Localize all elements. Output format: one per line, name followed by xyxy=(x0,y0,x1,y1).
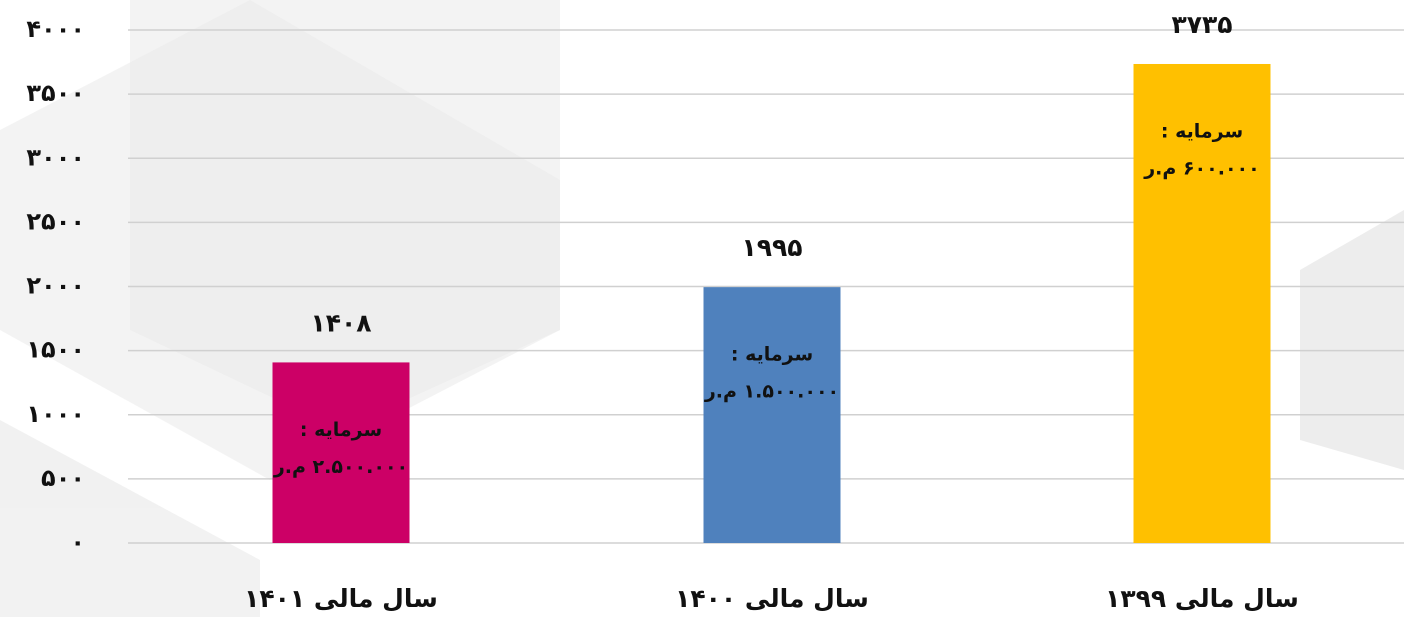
bar-note: ۲.۵۰۰.۰۰۰ م.ر xyxy=(273,456,408,478)
bar-note: سرمایه : xyxy=(300,419,382,441)
value-label: ۳۷۳۵ xyxy=(1171,10,1232,39)
bar-note: ۶۰۰.۰۰۰ م.ر xyxy=(1143,157,1260,179)
bar xyxy=(703,287,841,543)
bar-note: ۱.۵۰۰.۰۰۰ م.ر xyxy=(704,381,839,403)
bar-note: سرمایه : xyxy=(731,344,813,366)
x-tick-label: سال مالی ۱۴۰۰ xyxy=(675,584,869,613)
bar xyxy=(272,362,410,543)
y-tick-label: ۲۰۰۰ xyxy=(26,272,85,300)
x-tick-label: سال مالی ۱۳۹۹ xyxy=(1105,584,1299,613)
y-tick-label: ۱۵۰۰ xyxy=(26,336,85,364)
y-tick-label: ۱۰۰۰ xyxy=(26,400,85,428)
value-label: ۱۴۰۸ xyxy=(310,308,371,337)
x-tick-label: سال مالی ۱۴۰۱ xyxy=(244,584,438,613)
y-tick-label: ۲۵۰۰ xyxy=(26,207,85,235)
y-tick-label: ۳۵۰۰ xyxy=(26,79,85,107)
bar-note: سرمایه : xyxy=(1161,120,1243,142)
y-tick-label: ۵۰۰ xyxy=(41,464,85,492)
y-tick-label: ۴۰۰۰ xyxy=(26,15,85,43)
value-label: ۱۹۹۵ xyxy=(741,233,802,262)
y-tick-label: ۳۰۰۰ xyxy=(26,143,85,171)
y-tick-label: ۰ xyxy=(70,528,85,556)
bar xyxy=(1133,63,1271,543)
